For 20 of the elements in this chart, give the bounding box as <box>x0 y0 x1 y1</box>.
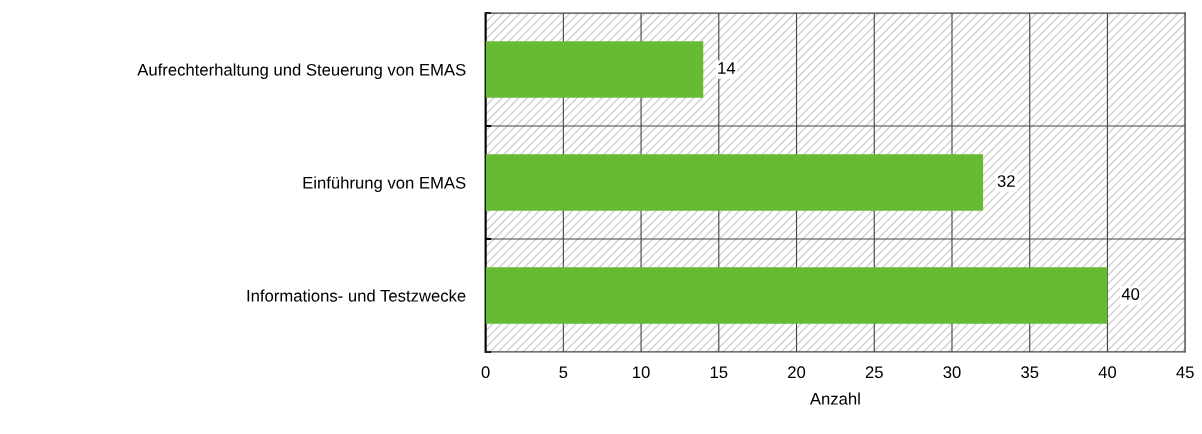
x-tick-label: 0 <box>481 366 490 379</box>
x-tick-label: 35 <box>1021 366 1039 379</box>
y-tick-label: Informations- und Testzwecke <box>247 289 466 302</box>
data-label: 14 <box>718 62 736 74</box>
x-tick-label: 10 <box>633 366 650 379</box>
x-tick-label: 40 <box>1098 366 1117 379</box>
x-tick-label: 45 <box>1176 366 1194 379</box>
x-tick-label: 15 <box>710 366 728 379</box>
data-label: 40 <box>1121 288 1140 300</box>
bar <box>485 267 1108 324</box>
x-tick-label: 20 <box>788 366 806 379</box>
x-tick-label: 30 <box>943 366 961 379</box>
x-axis-title: Anzahl <box>809 392 860 405</box>
y-tick-label: Aufrechterhaltung und Steuerung von EMAS <box>137 63 466 80</box>
x-tick-label: 5 <box>559 366 568 379</box>
x-tick-label: 25 <box>865 366 883 379</box>
bar <box>485 41 704 98</box>
bar <box>485 154 984 211</box>
data-label: 32 <box>997 175 1015 187</box>
y-tick-label: Einführung von EMAS <box>303 176 466 192</box>
